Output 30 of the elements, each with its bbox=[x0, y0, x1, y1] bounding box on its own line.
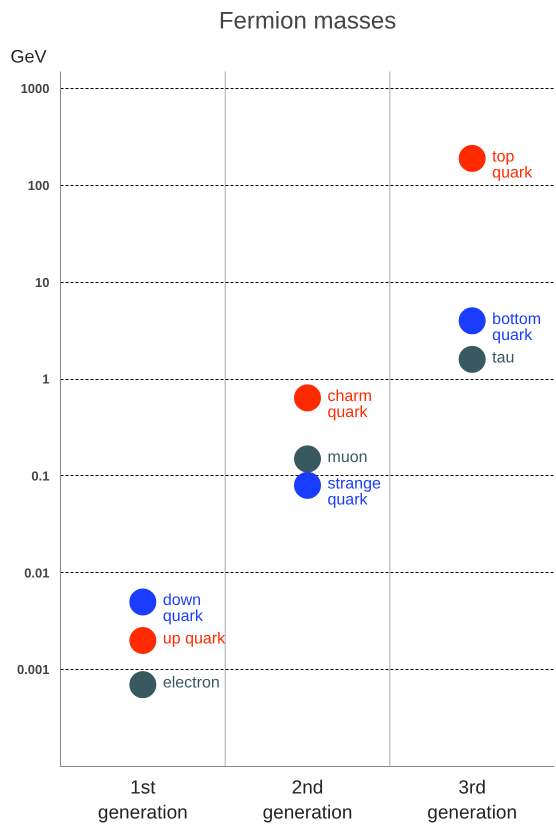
point bbox=[129, 671, 156, 698]
y-tick-label: 1000 bbox=[20, 81, 50, 96]
annotation: electron bbox=[162, 674, 220, 692]
x-tick-label: 2nd generation bbox=[262, 778, 352, 824]
annotation: muon bbox=[328, 448, 368, 466]
point bbox=[458, 346, 486, 373]
y-tick-label: 0.01 bbox=[24, 565, 50, 580]
chart-title: Fermion masses bbox=[218, 8, 396, 34]
x-tick-label: 1st generation bbox=[98, 778, 188, 824]
annotation: charm quark bbox=[328, 388, 372, 422]
y-tick-label: 100 bbox=[28, 178, 50, 193]
y-tick-label: 0.1 bbox=[31, 468, 50, 484]
annotation: down quark bbox=[162, 592, 204, 626]
point bbox=[294, 384, 321, 412]
point bbox=[458, 144, 486, 172]
point bbox=[294, 445, 321, 472]
x-tick-label: 3rd generation bbox=[427, 778, 518, 824]
annotation: up quark bbox=[162, 630, 226, 648]
point bbox=[458, 307, 486, 334]
point bbox=[129, 588, 156, 616]
point bbox=[129, 627, 156, 654]
annotation: bottom quark bbox=[492, 310, 542, 344]
y-tick-label: 0.001 bbox=[16, 662, 50, 678]
point bbox=[294, 472, 321, 499]
annotation: top quark bbox=[492, 148, 534, 182]
y-axis-title: GeV bbox=[10, 46, 47, 66]
annotation: tau bbox=[492, 349, 514, 366]
annotation: strange quark bbox=[328, 475, 381, 508]
y-tick-label: 10 bbox=[35, 274, 50, 290]
y-tick-label: 1 bbox=[42, 372, 50, 387]
